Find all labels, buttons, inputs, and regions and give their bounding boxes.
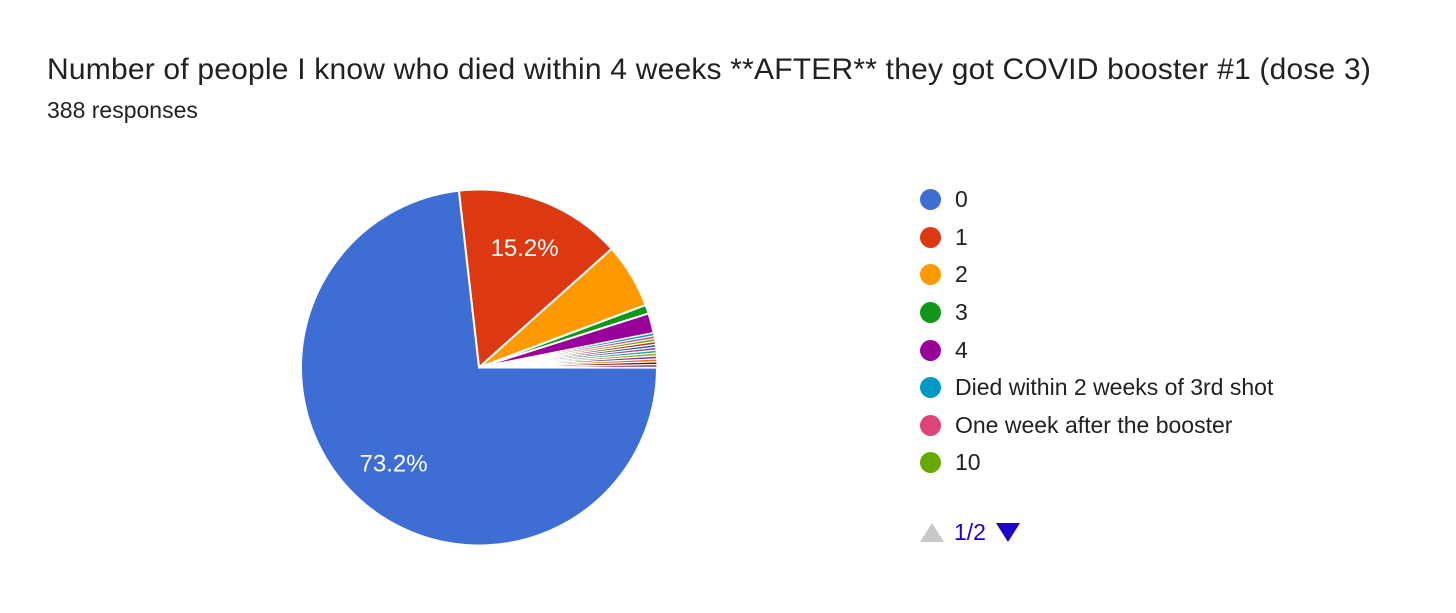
- legend-color-dot-icon: [920, 377, 941, 399]
- legend-item-label: 4: [955, 336, 968, 363]
- legend-item-label: One week after the booster: [955, 411, 1233, 438]
- pie-slice-0[interactable]: [300, 189, 659, 547]
- legend-item-label: 3: [955, 299, 968, 326]
- legend-item-label: 2: [955, 261, 968, 288]
- legend-color-dot-icon: [920, 189, 941, 211]
- legend-page-indicator: 1/2: [954, 519, 986, 545]
- legend-item: Died within 2 weeks of 3rd shot: [920, 369, 1273, 407]
- legend-item: 2: [920, 256, 1273, 294]
- pie-slice-percentage-label: 15.2%: [491, 235, 559, 262]
- legend-item-label: 1: [955, 223, 968, 250]
- legend-color-dot-icon: [920, 226, 941, 248]
- legend-color-dot-icon: [920, 414, 941, 436]
- legend-page-down-button[interactable]: [995, 522, 1020, 542]
- legend-item: 1: [920, 219, 1273, 257]
- legend-color-dot-icon: [920, 452, 941, 474]
- legend-item-label: Died within 2 weeks of 3rd shot: [955, 374, 1274, 401]
- legend-item: 10: [920, 444, 1273, 482]
- legend-item-label: 0: [955, 186, 968, 213]
- question-title: Number of people I know who died within …: [47, 53, 1372, 86]
- legend-color-dot-icon: [920, 339, 941, 361]
- legend-item-label: 10: [955, 449, 981, 476]
- pie-slice-1[interactable]: [457, 188, 614, 370]
- pie-slice-percentage-label: 73.2%: [360, 451, 428, 478]
- response-count: 388 responses: [47, 97, 198, 123]
- pie-chart-svg: 15.2% 73.2%: [300, 188, 659, 547]
- legend-pagination: 1/2: [920, 519, 1020, 545]
- legend-item: 0: [920, 181, 1273, 219]
- chart-legend: 0 1 2 3 4 Died within 2 weeks of 3rd shot One …: [920, 181, 1273, 482]
- pie-chart: 15.2% 73.2%: [297, 186, 661, 550]
- legend-item: One week after the booster: [920, 407, 1273, 445]
- legend-item: 3: [920, 294, 1273, 332]
- legend-color-dot-icon: [920, 302, 941, 324]
- legend-page-up-button[interactable]: [920, 522, 944, 542]
- legend-item: 4: [920, 331, 1273, 369]
- legend-color-dot-icon: [920, 264, 941, 286]
